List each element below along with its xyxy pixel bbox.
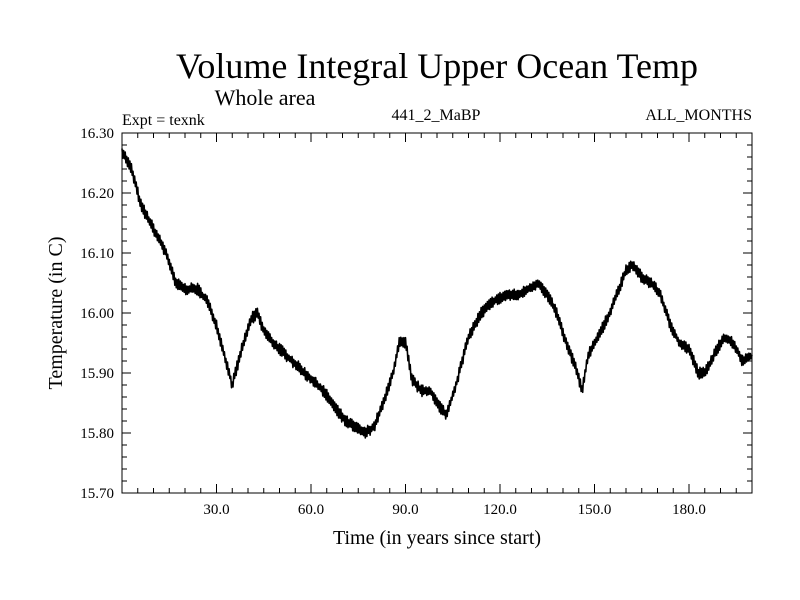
run-label: 441_2_MaBP — [392, 107, 481, 124]
y-tick-label: 16.00 — [80, 306, 114, 322]
expt-label: Expt = texnk — [122, 112, 205, 129]
x-axis-label: Time (in years since start) — [333, 527, 541, 549]
x-tick-label: 150.0 — [578, 502, 612, 518]
months-label: ALL_MONTHS — [645, 107, 752, 124]
x-tick-label: 90.0 — [392, 502, 418, 518]
chart-title: Volume Integral Upper Ocean Temp — [176, 46, 698, 86]
y-tick-label: 15.70 — [80, 486, 114, 502]
y-tick-label: 16.30 — [80, 126, 114, 142]
temperature-series-line — [121, 148, 753, 439]
y-tick-label: 16.10 — [80, 246, 114, 262]
x-tick-label: 30.0 — [203, 502, 229, 518]
y-tick-label: 15.90 — [80, 366, 114, 382]
chart-subtitle: Whole area — [215, 85, 316, 110]
x-tick-label: 60.0 — [298, 502, 324, 518]
x-axis: 30.0 60.0 90.0 120.0 150.0 180.0 — [137, 133, 737, 518]
y-tick-label: 16.20 — [80, 186, 114, 202]
plot-frame — [121, 132, 753, 494]
x-tick-label: 180.0 — [672, 502, 706, 518]
y-axis: 15.70 15.80 15.90 16.00 16.10 16.20 16.30 — [80, 126, 752, 502]
y-axis-label: Temperature (in C) — [45, 237, 67, 390]
y-tick-label: 15.80 — [80, 426, 114, 442]
x-tick-label: 120.0 — [483, 502, 517, 518]
